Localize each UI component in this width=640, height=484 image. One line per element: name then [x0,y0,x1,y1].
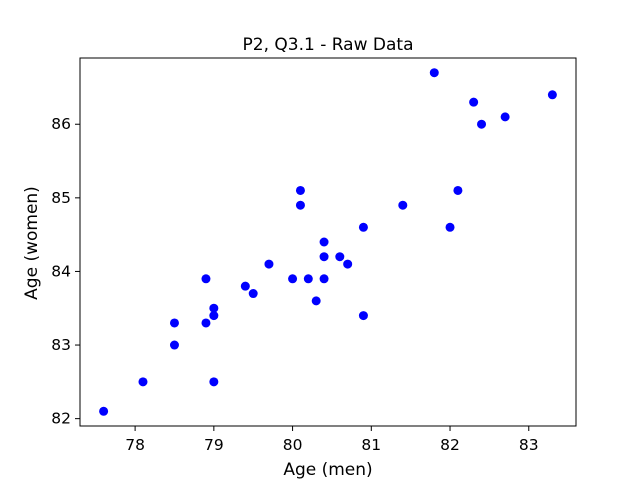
data-point [240,281,250,291]
y-tick-label: 82 [51,410,71,428]
data-point [209,303,219,313]
data-point [547,90,557,100]
plot-area: 78 79 80 81 82 83 82 83 84 85 86 [51,57,577,454]
x-tick-label: 79 [204,436,224,454]
data-point [99,406,109,416]
data-point [303,274,313,284]
data-point [288,274,298,284]
data-point [169,318,179,328]
data-point [201,318,211,328]
data-point [248,289,258,299]
y-tick-label: 83 [51,336,71,354]
data-point [201,274,211,284]
data-point [358,222,368,232]
data-point [264,259,274,269]
y-tick-label: 84 [51,262,71,280]
data-point [358,311,368,321]
data-point [319,237,329,247]
x-axis-label: Age (men) [283,460,372,480]
x-tick-label: 78 [125,436,145,454]
y-axis-label: Age (women) [22,186,42,300]
data-point [311,296,321,306]
x-tick-label: 80 [283,436,303,454]
data-point [477,119,487,129]
data-point [445,222,455,232]
x-tick-label: 81 [361,436,381,454]
data-point [295,200,305,210]
data-point [138,377,148,387]
y-tick-label: 86 [51,115,71,133]
data-point [335,252,345,262]
plot-frame [79,57,577,427]
data-point [469,97,479,107]
data-point [319,252,329,262]
data-point [295,185,305,195]
data-point [453,185,463,195]
chart-title: P2, Q3.1 - Raw Data [243,35,414,55]
data-point [209,377,219,387]
data-point [500,112,510,122]
data-point [209,311,219,321]
x-tick-label: 82 [440,436,460,454]
data-point [429,68,439,78]
data-point [398,200,408,210]
y-tick-label: 85 [51,189,71,207]
data-point [169,340,179,350]
data-point [343,259,353,269]
data-point [319,274,329,284]
x-tick-label: 83 [519,436,539,454]
